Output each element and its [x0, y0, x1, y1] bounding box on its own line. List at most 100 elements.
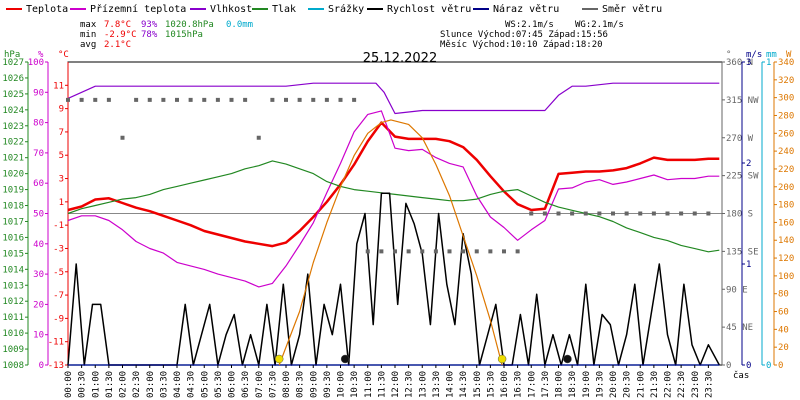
axis-tick-label: 1020 — [2, 170, 24, 180]
unit-w: W — [786, 50, 792, 60]
wind-direction-point — [583, 211, 588, 216]
x-tick-label: 05:00 — [200, 371, 210, 398]
stats-avg-label: avg — [80, 40, 96, 50]
stats-min-press: 1015hPa — [165, 30, 203, 40]
axis-tick-label: 1022 — [2, 138, 24, 148]
wind-direction-point — [393, 249, 397, 254]
stats-min-label: min — [80, 30, 96, 40]
axis-tick-label: 340 — [778, 58, 794, 68]
x-tick-label: 17:30 — [541, 371, 551, 398]
x-tick-label: 14:00 — [446, 371, 456, 398]
x-tick-label: 12:30 — [405, 371, 415, 398]
wind-direction-point — [406, 249, 411, 254]
wind-direction-point — [502, 249, 506, 254]
wind-direction-point — [433, 249, 438, 254]
info-ws: WS:2.1m/s — [505, 20, 554, 30]
x-tick-label: 10:00 — [337, 371, 347, 398]
axis-tick-label: 80 — [778, 290, 789, 300]
axis-tick-label: 300 — [778, 94, 794, 104]
axis-tick-label: 100 — [28, 58, 44, 68]
wind-direction-point — [706, 211, 711, 216]
x-tick-label: 22:00 — [664, 371, 674, 398]
axis-tick-label: 3 — [59, 175, 64, 185]
wind-direction-point — [611, 211, 615, 216]
wind-direction-point — [243, 97, 248, 102]
wind-direction-point — [93, 97, 98, 102]
axis-tick-label: 3 — [746, 58, 751, 68]
axis-tick-label: 0 — [778, 361, 783, 371]
axes: 1008100910101011101210131014101510161017… — [2, 58, 794, 371]
wind-direction-point — [679, 211, 684, 216]
marker-slunce-západ — [497, 354, 507, 364]
wind-direction-point — [66, 97, 70, 102]
x-tick-label: 15:00 — [473, 371, 483, 398]
legend: Teplota Přízemní teplota Vlhkost Tlak Srážky… — [6, 3, 662, 15]
x-tick-label: 20:30 — [623, 371, 633, 398]
axis-tick-label: 1016 — [2, 233, 24, 243]
marker-měsíc-západ — [563, 354, 572, 364]
x-tick-label: 21:30 — [650, 371, 660, 398]
axis-tick-label: 45 NE — [726, 323, 753, 333]
axis-tick-label: 100 — [778, 272, 794, 282]
wind-direction-point — [420, 249, 425, 254]
stats-max-press: 1020.8hPa — [165, 20, 214, 30]
axis-tick-label: 20 — [778, 343, 789, 353]
axis-tick-label: 1021 — [2, 154, 24, 164]
series-line-vlhkost — [67, 82, 720, 115]
wind-direction-point — [229, 97, 234, 102]
x-tick-label: 23:00 — [691, 371, 701, 398]
axis-tick-label: 90 E — [726, 285, 748, 295]
axis-tick-label: 160 — [778, 218, 794, 228]
unit-deg: ° — [726, 50, 731, 60]
axis-tick-label: -3 — [53, 244, 64, 254]
axis-tick-label: 7 — [59, 128, 64, 138]
x-tick-label: 07:00 — [255, 371, 265, 398]
unit-ms: m/s — [746, 50, 762, 60]
x-tick-label: 00:00 — [64, 371, 74, 398]
info-moon: Měsíc Východ:10:10 Západ:18:20 — [440, 40, 603, 50]
right-unit-labels: ° m/s mm W — [726, 50, 792, 60]
axis-tick-label: -5 — [53, 268, 64, 278]
wind-direction-point — [256, 135, 261, 140]
stats-max-rain: 0.0mm — [226, 20, 253, 30]
axis-tick-label: 1015 — [2, 249, 24, 259]
axis-tick-label: 70 — [33, 149, 44, 159]
x-tick-label: 10:30 — [350, 371, 360, 398]
axis-tick-label: 40 — [778, 325, 789, 335]
x-tick-label: 21:00 — [636, 371, 646, 398]
x-tick-label: 06:30 — [241, 371, 251, 398]
info-wg: WG:2.1m/s — [575, 20, 624, 30]
x-tick-label: 13:00 — [418, 371, 428, 398]
x-tick-label: 01:00 — [91, 371, 101, 398]
wind-direction-point — [311, 97, 316, 102]
wind-direction-point — [597, 211, 602, 216]
x-tick-label: 00:30 — [78, 371, 88, 398]
wind-direction-point — [447, 249, 452, 254]
axis-tick-label: 60 — [778, 308, 789, 318]
x-tick-label: 13:30 — [432, 371, 442, 398]
x-tick-label: 08:00 — [282, 371, 292, 398]
unit-mm: mm — [766, 50, 777, 60]
axis-tick-label: 1 — [59, 198, 64, 208]
unit-hpa: hPa — [4, 50, 20, 60]
wind-direction-point — [665, 211, 670, 216]
x-tick-label: 16:30 — [514, 371, 524, 398]
x-tick-label: 15:30 — [486, 371, 496, 398]
stats-max-hum: 93% — [141, 20, 158, 30]
stats-max-temp: 7.8°C — [104, 20, 131, 30]
axis-tick-label: 10 — [33, 331, 44, 341]
axis-tick-label: 270 W — [726, 134, 754, 144]
marker-slunce-východ — [274, 354, 284, 364]
x-tick-label: 19:00 — [582, 371, 592, 398]
info-sun: Slunce Východ:07:45 Západ:15:56 — [440, 30, 608, 40]
axis-tick-label: -7 — [53, 291, 64, 301]
wind-direction-point — [529, 211, 534, 216]
axis-tick-label: 20 — [33, 300, 44, 310]
x-tick-label: 23:30 — [704, 371, 714, 398]
axis-tick-label: 0 — [766, 361, 771, 371]
legend-label: Tlak — [272, 4, 296, 15]
axis-tick-label: 1010 — [2, 329, 24, 339]
axis-tick-label: 1 — [766, 58, 771, 68]
wind-direction-point — [270, 97, 275, 102]
wind-direction-point — [542, 211, 547, 216]
